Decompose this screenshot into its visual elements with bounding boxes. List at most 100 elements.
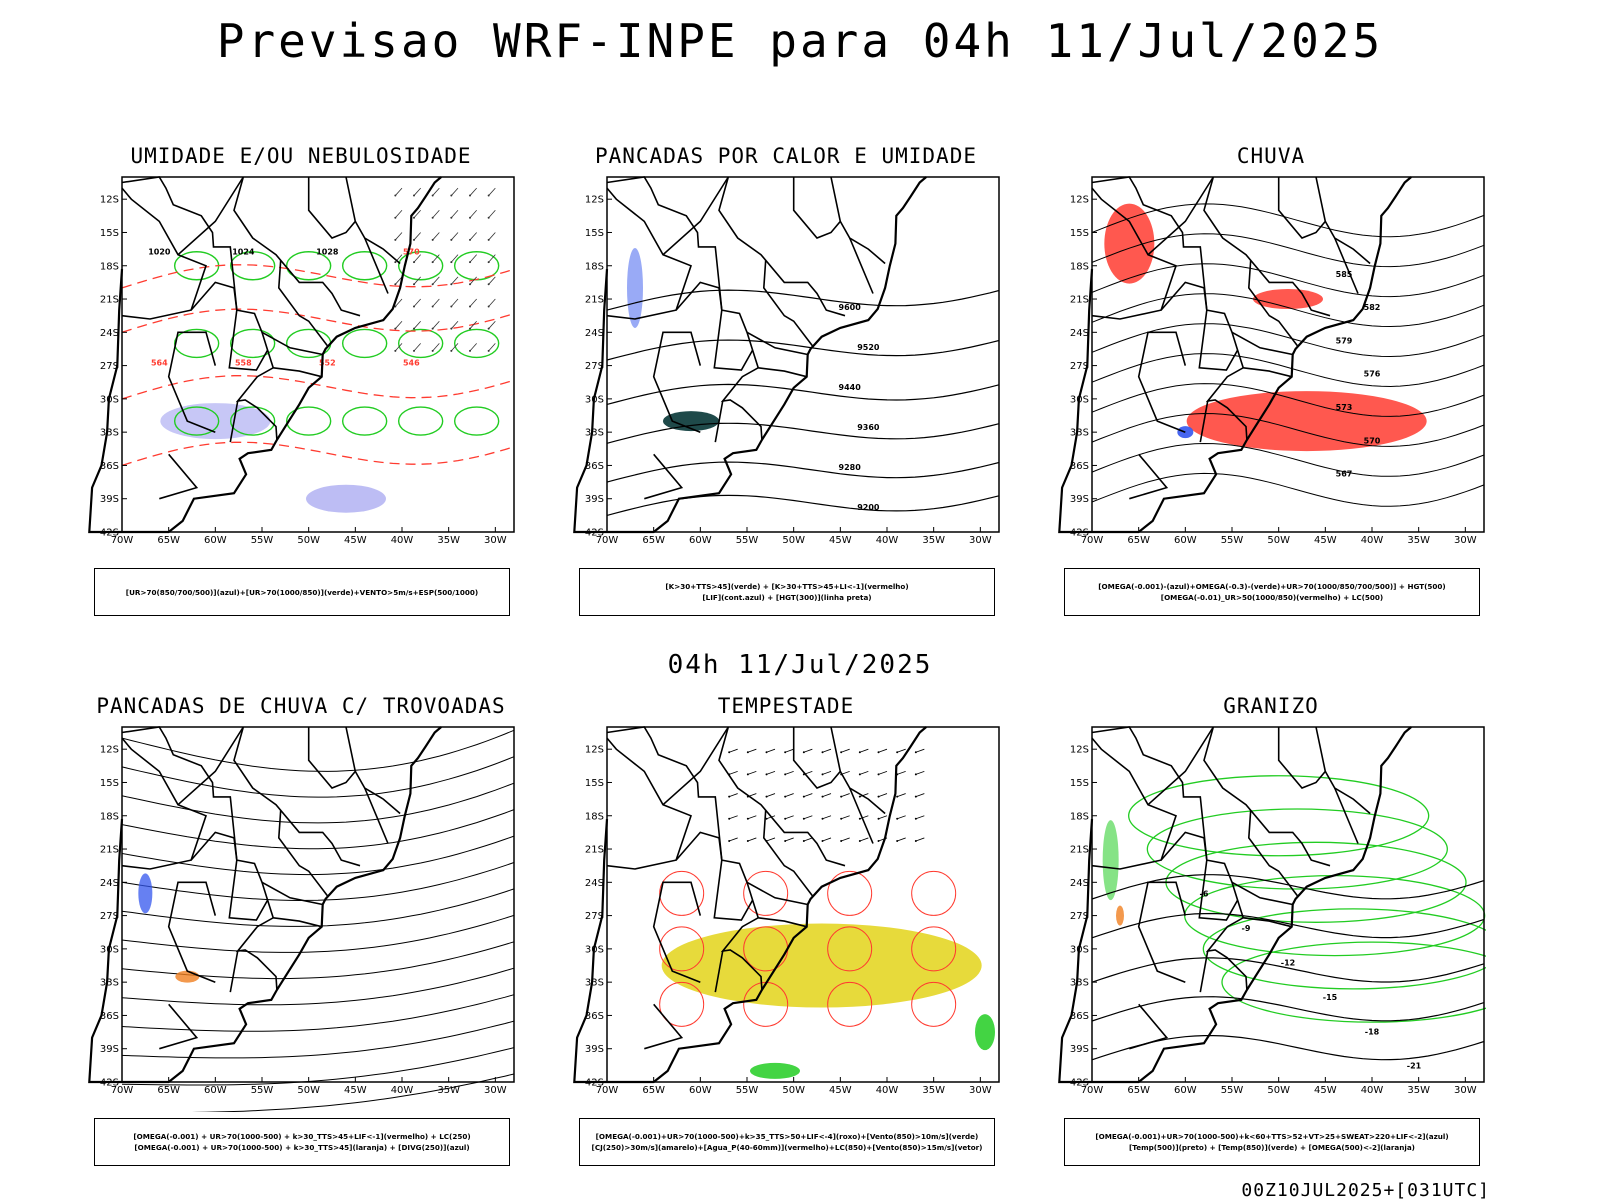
country-border bbox=[606, 187, 693, 320]
legend-line: [UR>70(850/700/500)](azul)+[UR>70(1000/8… bbox=[125, 587, 479, 597]
wind-vector-head bbox=[487, 216, 490, 219]
map-background bbox=[122, 177, 514, 532]
wind-vector-head bbox=[802, 751, 805, 754]
contour-label: 552 bbox=[319, 359, 336, 368]
wind-vector bbox=[469, 210, 477, 219]
wind-vector bbox=[395, 298, 403, 307]
country-border bbox=[746, 331, 808, 356]
wind-vector bbox=[785, 793, 794, 797]
country-border bbox=[675, 281, 754, 371]
country-border bbox=[652, 881, 702, 983]
map-granizo: -6 -9 -12 -15 -18 -21 12S 15S 18S 21S 24S 27S 30S 33S… bbox=[1058, 726, 1486, 1096]
wind-vector-head bbox=[914, 839, 917, 842]
green-contour bbox=[397, 406, 444, 436]
wind-vector-head bbox=[431, 349, 434, 352]
map-frame bbox=[606, 176, 1000, 533]
wind-vector-head bbox=[896, 839, 899, 842]
contour-label: 573 bbox=[1336, 403, 1353, 412]
wind-vector bbox=[803, 837, 813, 842]
lat-label: 21S bbox=[585, 295, 604, 306]
panel-title: PANCADAS POR CALOR E UMIDADE bbox=[594, 144, 977, 168]
country-border bbox=[714, 950, 724, 993]
contour-label: 570 bbox=[403, 248, 420, 257]
wind-vector bbox=[785, 748, 794, 753]
lat-label: 18S bbox=[100, 261, 119, 272]
wind-vector bbox=[413, 187, 421, 196]
lon-label: 35W bbox=[437, 1085, 460, 1096]
lon-label: 40W bbox=[391, 1085, 414, 1096]
country-border bbox=[354, 771, 401, 815]
wind-vector-head bbox=[394, 216, 397, 219]
wind-vector bbox=[432, 232, 440, 241]
wind-vector-head bbox=[450, 238, 453, 241]
map-background bbox=[607, 177, 999, 532]
lat-label: 36S bbox=[585, 461, 604, 472]
lon-label: 70W bbox=[1081, 535, 1104, 546]
divergence-shade bbox=[138, 873, 153, 914]
lon-label: 50W bbox=[782, 535, 805, 546]
country-border bbox=[1277, 176, 1327, 239]
lon-label: 30W bbox=[1454, 1085, 1477, 1096]
wind-vector bbox=[803, 793, 813, 797]
wind-vector bbox=[785, 815, 794, 820]
lat-label: 24S bbox=[585, 878, 604, 889]
wind-vector-head bbox=[784, 839, 787, 842]
wind-vector bbox=[413, 320, 421, 329]
wind-vector bbox=[841, 815, 850, 820]
lat-label: 12S bbox=[100, 745, 119, 756]
wind-vector bbox=[432, 187, 440, 196]
wind-vector bbox=[488, 210, 496, 219]
lat-label: 42S bbox=[100, 1078, 119, 1089]
lon-label: 60W bbox=[204, 535, 227, 546]
country-border bbox=[1091, 176, 1248, 440]
green-contour bbox=[453, 328, 500, 359]
wind-vector-head bbox=[784, 751, 787, 754]
map-frame bbox=[606, 726, 1000, 1083]
lat-label: 15S bbox=[1070, 778, 1089, 789]
country-border bbox=[177, 176, 244, 256]
wind-vector-head bbox=[469, 327, 472, 330]
wind-vector bbox=[747, 837, 757, 842]
hgt-contour bbox=[1091, 353, 1485, 388]
wind-vector-head bbox=[877, 817, 880, 820]
lon-label: 50W bbox=[297, 1085, 320, 1096]
streamline-850 bbox=[911, 870, 957, 916]
lon-label: 55W bbox=[736, 535, 759, 546]
lon-label: 60W bbox=[689, 1085, 712, 1096]
wind-vector bbox=[469, 298, 477, 307]
country-border bbox=[233, 726, 361, 867]
wind-vector bbox=[395, 232, 403, 241]
forecast-time-label: 04h 11/Jul/2025 bbox=[667, 650, 933, 680]
lat-label: 27S bbox=[585, 361, 604, 372]
wind-vector bbox=[729, 815, 738, 820]
country-border bbox=[758, 367, 807, 378]
lon-label: 40W bbox=[876, 535, 899, 546]
wind-vector bbox=[432, 343, 440, 352]
green-contour bbox=[341, 328, 388, 359]
lat-label: 39S bbox=[1070, 494, 1089, 505]
thunder-shade bbox=[175, 970, 200, 983]
thickness-contour bbox=[121, 308, 515, 333]
wind-vector bbox=[451, 210, 459, 219]
wind-vector-head bbox=[413, 327, 416, 330]
wind-vector-head bbox=[821, 795, 824, 798]
contour-label: -15 bbox=[1323, 993, 1338, 1002]
panel-title: CHUVA bbox=[1236, 144, 1306, 168]
contour-label: -6 bbox=[1200, 890, 1209, 899]
lat-label: 15S bbox=[585, 778, 604, 789]
wind-vector-head bbox=[821, 817, 824, 820]
wind-vector-head bbox=[746, 773, 749, 776]
lat-label: 42S bbox=[1070, 1078, 1089, 1089]
contour-label: 585 bbox=[1336, 270, 1353, 279]
lon-label: 45W bbox=[1314, 535, 1337, 546]
contour-label: 9200 bbox=[857, 503, 880, 512]
contour-label: -18 bbox=[1365, 1027, 1380, 1036]
lon-label: 50W bbox=[1267, 535, 1290, 546]
country-border bbox=[121, 187, 208, 320]
wind-vector bbox=[915, 770, 925, 775]
wind-vector bbox=[432, 276, 440, 285]
contour-label: 546 bbox=[403, 359, 420, 368]
wind-vector bbox=[451, 276, 459, 285]
wind-vector-head bbox=[821, 773, 824, 776]
wind-vector-head bbox=[431, 238, 434, 241]
